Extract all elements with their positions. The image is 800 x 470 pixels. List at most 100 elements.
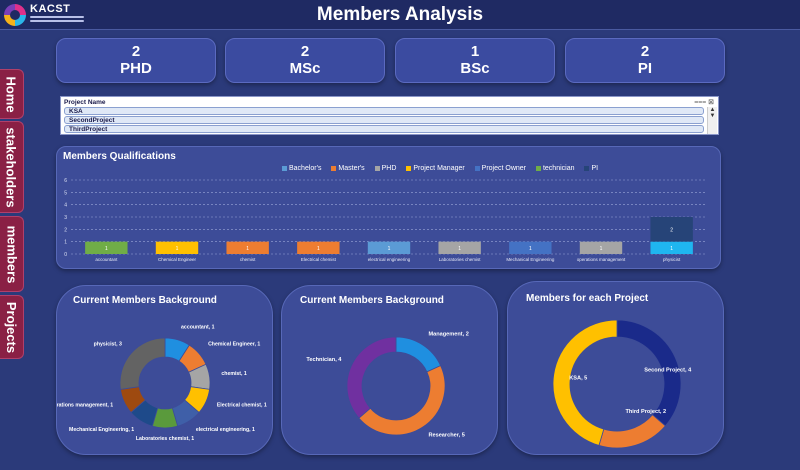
qualifications-panel: Members Qualifications Bachelor's Master… bbox=[56, 146, 721, 269]
slice-label: Second Project, 4 bbox=[644, 368, 692, 374]
nav-tab-label: members bbox=[4, 225, 19, 283]
bar bbox=[367, 241, 411, 254]
legend-item: Project Owner bbox=[474, 165, 526, 172]
x-tick-label: Laboratories chemist bbox=[439, 257, 482, 262]
stat-label: MSc bbox=[289, 60, 321, 77]
legend-item: PI bbox=[584, 165, 598, 172]
slice-label: Technician, 4 bbox=[306, 357, 342, 363]
donut-slice bbox=[598, 414, 666, 449]
chart-title: Members Qualifications bbox=[63, 151, 176, 162]
stat-card-phd: 2 PHD bbox=[56, 38, 216, 83]
stat-card-bsc: 1 BSc bbox=[395, 38, 555, 83]
slice-label: Mechanical Engineering, 1 bbox=[69, 427, 134, 433]
y-tick-label: 5 bbox=[64, 190, 67, 196]
y-tick-label: 1 bbox=[64, 240, 67, 246]
bar-data-label: 1 bbox=[176, 246, 179, 252]
slice-label: electrical engineering, 1 bbox=[196, 427, 255, 433]
slice-label: Chemical Engineer, 1 bbox=[208, 342, 260, 348]
background-panel-1: Current Members Background accountant, 1… bbox=[56, 285, 273, 455]
chart-title: Current Members Background bbox=[300, 295, 444, 306]
y-tick-label: 4 bbox=[64, 203, 67, 209]
slicer-header: Project Name bbox=[64, 99, 106, 106]
chart-legend: Bachelor's Master's PHD Project Manager … bbox=[282, 165, 606, 172]
nav-tab-label: Home bbox=[4, 75, 19, 113]
bar-data-label: 1 bbox=[458, 246, 461, 252]
chart-title: Current Members Background bbox=[73, 295, 217, 306]
project-name-slicer: Project Name ⩶ ⊠ KSA SecondProject Third… bbox=[60, 96, 719, 135]
nav-tab-home[interactable]: Home bbox=[0, 69, 24, 119]
y-tick-label: 6 bbox=[64, 178, 67, 184]
slice-label: chemist, 1 bbox=[221, 371, 246, 377]
bar bbox=[650, 241, 693, 254]
x-tick-label: electrical engineering bbox=[368, 257, 411, 262]
legend-item: PHD bbox=[374, 165, 396, 172]
x-tick-label: operations management bbox=[577, 257, 626, 262]
nav-tab-stakeholders[interactable]: stakeholders bbox=[0, 121, 24, 213]
slice-label: Researcher, 5 bbox=[428, 432, 464, 438]
slicer-scrollbar[interactable]: ▲ ▼ bbox=[707, 107, 717, 134]
bar-data-label: 2 bbox=[670, 227, 673, 233]
legend-item: technician bbox=[535, 165, 575, 172]
bar-data-label: 1 bbox=[246, 246, 249, 252]
x-tick-label: chemist bbox=[240, 257, 256, 262]
slice-label: Laboratories chemist, 1 bbox=[136, 436, 194, 442]
background-donut-chart-1: accountant, 1 Chemical Engineer, 1 chemist… bbox=[57, 324, 267, 442]
logo-text: KACST bbox=[30, 3, 71, 15]
nav-tab-members[interactable]: members bbox=[0, 216, 24, 292]
bar bbox=[297, 241, 340, 254]
logo-mark-icon bbox=[4, 4, 26, 26]
project-item-ksa[interactable]: KSA bbox=[64, 107, 704, 115]
slice-label: operations management, 1 bbox=[57, 403, 113, 409]
donut-slice bbox=[395, 336, 442, 373]
background-panel-2: Current Members Background Management, 2… bbox=[281, 285, 498, 455]
legend-item: Master's bbox=[331, 165, 365, 172]
stat-value: 2 bbox=[300, 43, 310, 60]
bar-data-label: 1 bbox=[529, 246, 532, 252]
bar-data-label: 1 bbox=[670, 246, 673, 252]
stat-label: BSc bbox=[460, 60, 490, 77]
y-tick-label: 3 bbox=[64, 215, 67, 221]
bar bbox=[85, 241, 128, 254]
bar-data-label: 1 bbox=[105, 246, 108, 252]
x-tick-label: accountant bbox=[95, 257, 118, 262]
bar bbox=[438, 241, 481, 254]
projects-panel: Members for each Project Second Project,… bbox=[507, 281, 724, 455]
background-donut-chart-2: Management, 2 Researcher, 5 Technician, 4 bbox=[306, 332, 468, 439]
stat-value: 2 bbox=[131, 43, 141, 60]
clear-filter-icon[interactable]: ⩶ ⊠ bbox=[694, 99, 714, 106]
stat-card-msc: 2 MSc bbox=[225, 38, 385, 83]
slice-label: Electrical chemist, 1 bbox=[217, 403, 267, 409]
page-title: Members Analysis bbox=[316, 4, 484, 25]
slice-label: KSA, 5 bbox=[569, 376, 587, 382]
stat-card-pi: 2 PI bbox=[565, 38, 725, 83]
donut-slice bbox=[119, 337, 166, 390]
slice-label: Management, 2 bbox=[428, 332, 468, 338]
donut-slice bbox=[358, 365, 446, 436]
nav-tab-label: stakeholders bbox=[4, 126, 20, 208]
bar bbox=[650, 217, 693, 242]
x-tick-label: Mechanical Engineering bbox=[506, 257, 555, 262]
logo-arabic-subtitle bbox=[30, 16, 84, 25]
bar-data-label: 1 bbox=[317, 246, 320, 252]
donut-slice bbox=[552, 319, 618, 446]
bar bbox=[509, 241, 552, 254]
nav-tab-projects[interactable]: Projects bbox=[0, 295, 24, 359]
members-per-project-donut-chart: Second Project, 4 Third Project, 2 KSA, 5 bbox=[552, 319, 692, 449]
project-item-second[interactable]: SecondProject bbox=[64, 116, 704, 124]
x-tick-label: physicist bbox=[663, 257, 681, 262]
slice-label: Third Project, 2 bbox=[625, 409, 666, 415]
stat-label: PI bbox=[637, 60, 653, 77]
slice-label: physicist, 3 bbox=[94, 342, 122, 348]
kacst-logo[interactable]: KACST bbox=[4, 2, 84, 28]
x-tick-label: Chemical Engineer bbox=[158, 257, 197, 262]
bar bbox=[155, 241, 199, 254]
project-item-third[interactable]: ThirdProject bbox=[64, 125, 704, 133]
top-bar: KACST Members Analysis bbox=[0, 0, 800, 30]
x-tick-label: Electrical chemist bbox=[301, 257, 337, 262]
nav-tab-label: Projects bbox=[4, 301, 19, 353]
legend-item: Bachelor's bbox=[282, 165, 321, 172]
stat-value: 1 bbox=[470, 43, 480, 60]
bar-data-label: 1 bbox=[388, 246, 391, 252]
y-tick-label: 2 bbox=[64, 227, 67, 233]
donut-slice bbox=[346, 336, 397, 419]
